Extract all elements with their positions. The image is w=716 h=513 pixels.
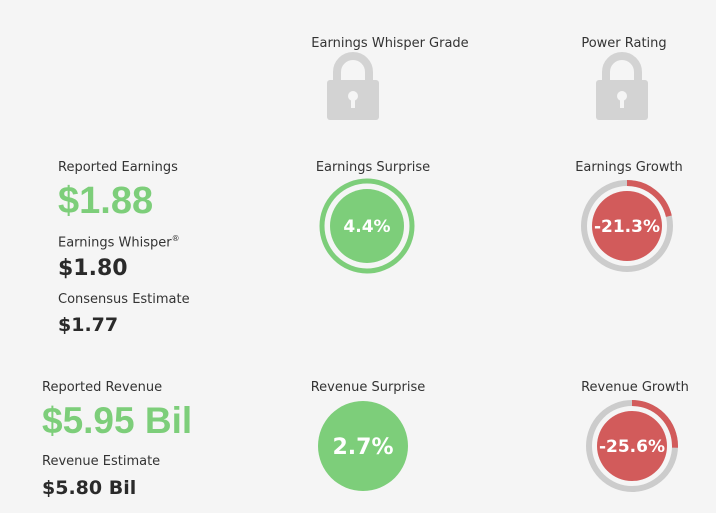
reported-earnings-label: Reported Earnings (58, 160, 178, 175)
power-rating-header: Power Rating (581, 36, 667, 51)
earnings-surprise-circle: 4.4% (319, 178, 415, 274)
revenue-surprise-label: Revenue Surprise (310, 380, 426, 395)
consensus-estimate-value: $1.77 (58, 314, 119, 336)
earnings-whisper-grade-header: Earnings Whisper Grade (311, 36, 469, 51)
revenue-estimate-label: Revenue Estimate (42, 454, 161, 469)
revenue-growth-value: -25.6% (599, 437, 665, 457)
revenue-growth-circle: -25.6% (584, 398, 680, 494)
reported-earnings-value: $1.88 (58, 180, 154, 222)
lock-icon (325, 52, 381, 122)
earnings-growth-circle: -21.3% (579, 178, 675, 274)
revenue-growth-label: Revenue Growth (581, 380, 689, 395)
earnings-growth-label: Earnings Growth (575, 160, 683, 175)
reported-revenue-value: $5.95 Bil (42, 400, 193, 441)
lock-icon (594, 52, 650, 122)
revenue-growth-progress-arc (586, 400, 678, 492)
revenue-estimate-value: $5.80 Bil (42, 477, 137, 499)
revenue-surprise-circle: 2.7% (315, 398, 411, 494)
earnings-growth-value: -21.3% (594, 217, 660, 237)
earnings-whisper-label: Earnings Whisper® (58, 234, 180, 251)
consensus-estimate-label: Consensus Estimate (58, 292, 190, 307)
reported-revenue-label: Reported Revenue (42, 380, 163, 395)
earnings-surprise-value: 4.4% (343, 217, 390, 237)
earnings-surprise-label: Earnings Surprise (315, 160, 431, 175)
earnings-growth-progress-arc (581, 180, 673, 272)
revenue-surprise-value: 2.7% (332, 435, 393, 460)
registered-mark: ® (171, 234, 180, 243)
earnings-whisper-value: $1.80 (58, 256, 128, 281)
